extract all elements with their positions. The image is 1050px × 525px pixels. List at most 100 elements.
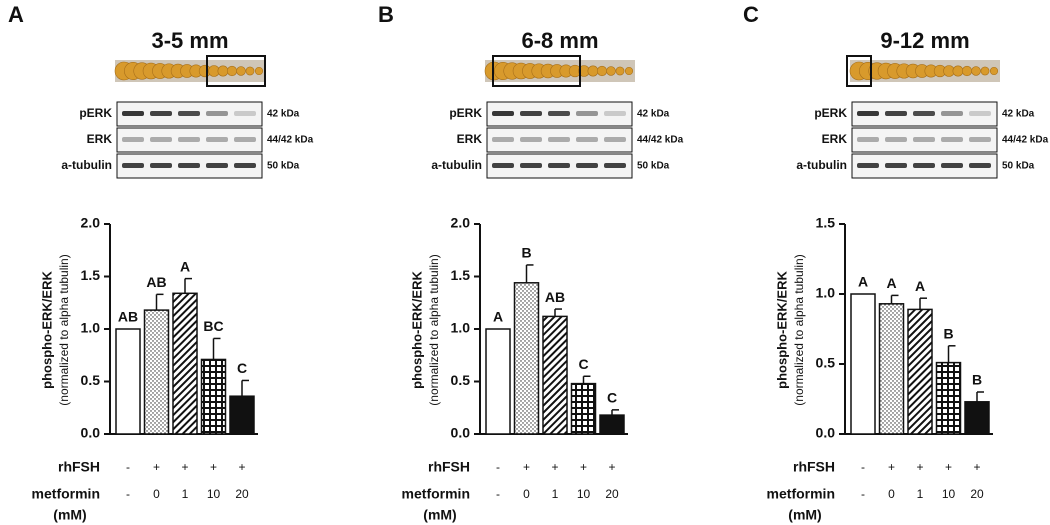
- follicle: [980, 66, 990, 76]
- follicle: [245, 66, 255, 76]
- band-size: 42 kDa: [1002, 109, 1035, 120]
- blot-band: [913, 163, 935, 168]
- y-axis-label: phospho-ERK/ERK: [409, 271, 424, 389]
- bar: [878, 303, 905, 435]
- treatment-level: +: [238, 460, 245, 474]
- panel-title: 9-12 mm: [880, 28, 969, 53]
- blot-band: [857, 111, 879, 116]
- treatment-level: 0: [888, 487, 895, 501]
- treatment-level: 10: [942, 487, 956, 501]
- selection-box: [846, 55, 872, 87]
- treatment-level: +: [210, 460, 217, 474]
- blot-band: [548, 163, 570, 168]
- blot-band: [941, 111, 963, 116]
- blot-band: [604, 111, 626, 116]
- blot-band: [520, 163, 542, 168]
- blot-band: [576, 163, 598, 168]
- band-label: a-tubulin: [431, 158, 482, 172]
- panel: A 3-5 mm pERK 42 kDa ERK 44/42 kDa a-tubulin 50…: [8, 2, 314, 523]
- treatment-unit: (mM): [53, 507, 86, 523]
- significance-letter: B: [521, 245, 531, 261]
- treatment-level: +: [945, 460, 952, 474]
- treatment-level: 20: [970, 487, 984, 501]
- treatment-level: -: [861, 487, 865, 501]
- band-label: a-tubulin: [61, 158, 112, 172]
- treatment-level: 20: [605, 487, 619, 501]
- blot-band: [492, 111, 514, 116]
- follicle: [971, 66, 981, 76]
- panel: B 6-8 mm pERK 42 kDa ERK 44/42 kDa a-tubulin 50…: [378, 2, 684, 523]
- blot-band: [492, 163, 514, 168]
- bar: [570, 382, 597, 435]
- blot-band: [122, 137, 144, 142]
- blot-band: [122, 163, 144, 168]
- band-size: 44/42 kDa: [637, 135, 684, 146]
- selection-box: [492, 55, 581, 87]
- treatment-level: -: [496, 460, 500, 474]
- y-tick-label: 1.5: [451, 267, 471, 283]
- y-tick-label: 1.5: [81, 267, 101, 283]
- bar: [964, 401, 990, 435]
- panel-label: B: [378, 2, 394, 27]
- band-size: 50 kDa: [1002, 161, 1035, 172]
- treatment-level: +: [888, 460, 895, 474]
- blot-band: [122, 111, 144, 116]
- treatment-name: rhFSH: [793, 459, 835, 475]
- selection-box: [206, 55, 266, 87]
- follicle: [989, 66, 999, 76]
- panel-label: C: [743, 2, 759, 27]
- follicle: [606, 66, 616, 76]
- y-tick-label: 2.0: [81, 215, 101, 231]
- y-tick-label: 0.0: [451, 425, 471, 441]
- bar: [485, 328, 511, 435]
- bar: [850, 293, 876, 435]
- treatment-level: 1: [552, 487, 559, 501]
- treatment-name: metformin: [32, 486, 100, 502]
- significance-letter: B: [943, 326, 953, 342]
- follicle: [961, 65, 973, 77]
- y-tick-label: 1.0: [451, 320, 471, 336]
- blot-band: [520, 137, 542, 142]
- blot-band: [492, 137, 514, 142]
- treatment-level: -: [126, 460, 130, 474]
- panel: C 9-12 mm pERK 42 kDa ERK 44/42 kDa a-tubulin 5…: [743, 2, 1049, 523]
- band-size: 44/42 kDa: [1002, 135, 1049, 146]
- treatment-name: rhFSH: [58, 459, 100, 475]
- y-axis-label: (normalized to alpha tubulin): [427, 254, 441, 405]
- blot-band: [576, 137, 598, 142]
- blot-band: [178, 137, 200, 142]
- blot-band: [857, 163, 879, 168]
- band-label: ERK: [457, 132, 483, 146]
- treatment-level: -: [126, 487, 130, 501]
- significance-letter: A: [915, 278, 925, 294]
- panel-label: A: [8, 2, 24, 27]
- blot-band: [178, 111, 200, 116]
- significance-letter: AB: [146, 274, 166, 290]
- treatment-level: +: [181, 460, 188, 474]
- bar: [907, 308, 933, 435]
- significance-letter: A: [180, 258, 190, 274]
- blot-band: [206, 111, 228, 116]
- blot-band: [969, 137, 991, 142]
- treatment-level: +: [973, 460, 980, 474]
- blot-band: [234, 163, 256, 168]
- blot-band: [150, 163, 172, 168]
- blot-band: [206, 163, 228, 168]
- bar: [115, 328, 141, 435]
- blot-band: [969, 163, 991, 168]
- treatment-level: -: [861, 460, 865, 474]
- blot-band: [913, 111, 935, 116]
- treatment-level: +: [551, 460, 558, 474]
- band-size: 50 kDa: [267, 161, 300, 172]
- significance-letter: BC: [203, 318, 223, 334]
- significance-letter: C: [237, 360, 247, 376]
- treatment-level: +: [916, 460, 923, 474]
- treatment-unit: (mM): [423, 507, 456, 523]
- treatment-level: +: [153, 460, 160, 474]
- band-size: 42 kDa: [267, 109, 300, 120]
- treatment-level: +: [580, 460, 587, 474]
- treatment-level: 10: [577, 487, 591, 501]
- bar: [542, 315, 568, 435]
- significance-letter: C: [607, 390, 617, 406]
